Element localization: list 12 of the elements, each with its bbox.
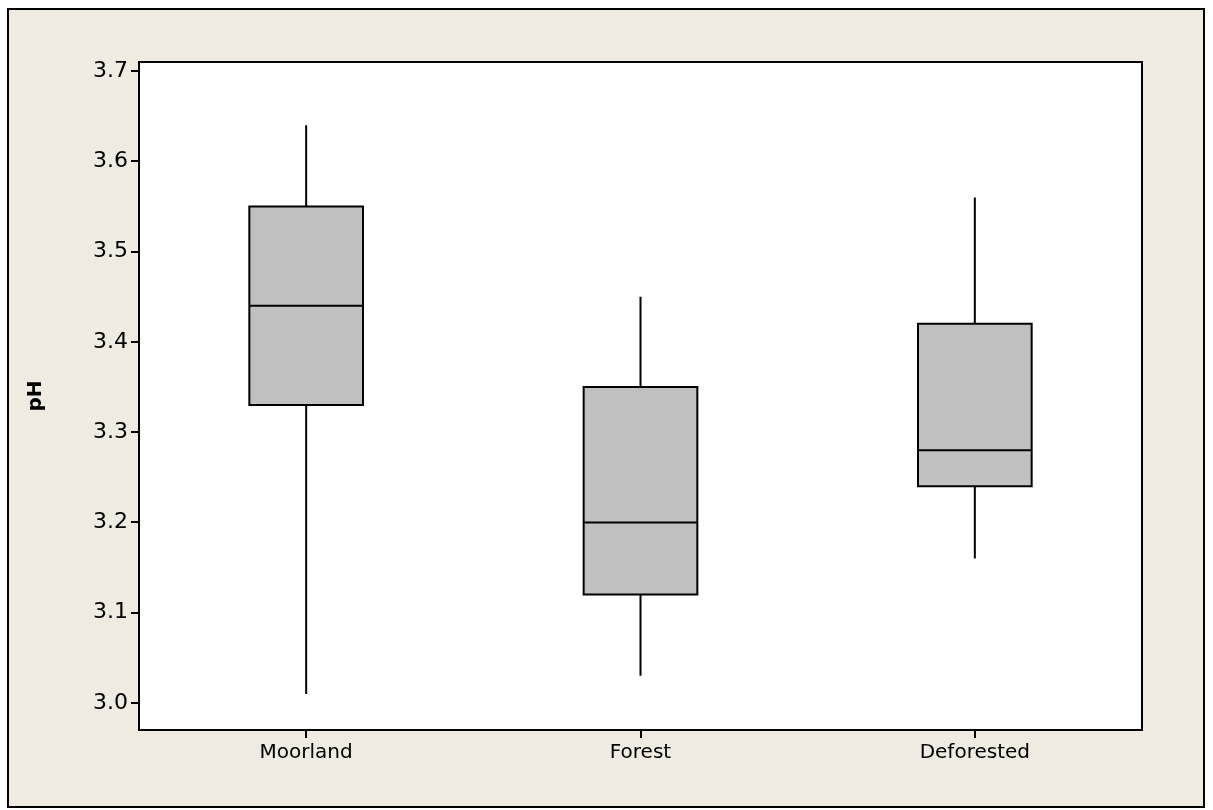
y-tick-label: 3.7 xyxy=(93,56,128,82)
y-tick-label: 3.0 xyxy=(93,688,128,714)
y-tick-label: 3.4 xyxy=(93,327,128,353)
y-tick-label: 3.6 xyxy=(93,147,128,173)
y-tick-label: 3.3 xyxy=(93,417,128,443)
y-tick-label: 3.1 xyxy=(93,598,128,624)
x-tick-label: Deforested xyxy=(919,739,1031,764)
y-axis-title: pH xyxy=(22,380,47,412)
y-tick-label: 3.2 xyxy=(93,508,128,534)
y-tick-label: 3.5 xyxy=(93,237,128,263)
x-tick-label: Forest xyxy=(609,739,672,764)
x-tick-label: Moorland xyxy=(259,739,353,764)
